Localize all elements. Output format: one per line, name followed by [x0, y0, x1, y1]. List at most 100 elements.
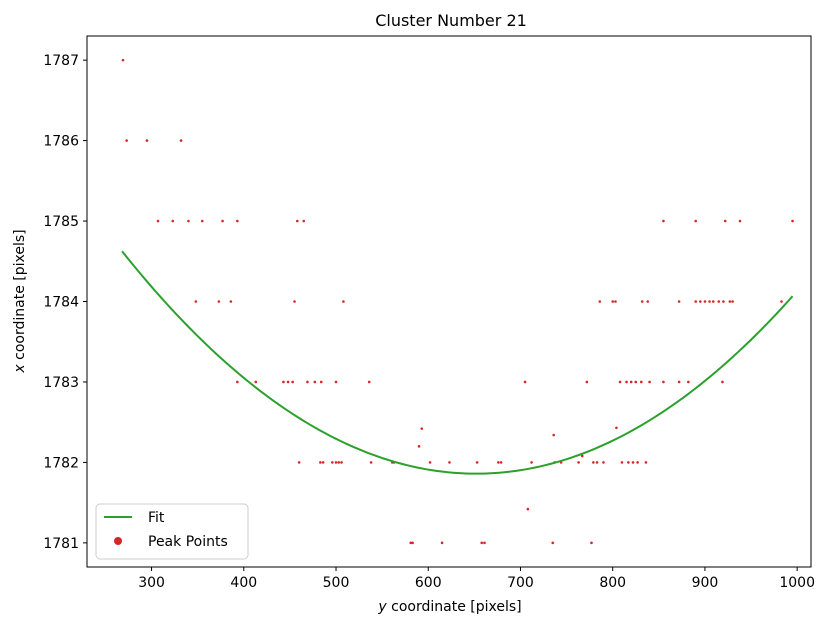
peak-point-98 [780, 300, 783, 303]
x-axis-label-var: y [377, 599, 387, 615]
peak-point-62 [602, 461, 605, 464]
y-tick-label-1784: 1784 [43, 295, 79, 311]
peak-point-1 [125, 139, 128, 142]
peak-point-47 [480, 541, 484, 545]
peak-point-18 [254, 380, 258, 384]
peak-point-23 [313, 380, 317, 384]
peak-point-0 [121, 58, 125, 62]
peak-point-74 [636, 461, 639, 464]
peak-point-61 [595, 461, 599, 464]
peak-point-76 [640, 300, 644, 303]
peak-point-95 [728, 300, 732, 303]
peak-point-78 [646, 300, 650, 303]
peak-point-63 [598, 300, 602, 303]
peak-point-8 [221, 219, 224, 223]
peak-point-22 [306, 380, 309, 384]
peak-point-81 [662, 380, 665, 384]
peak-point-75 [640, 380, 643, 384]
x-tick-label-700: 700 [507, 575, 534, 591]
peak-point-67 [618, 380, 622, 384]
peak-point-14 [229, 300, 233, 303]
peak-point-20 [286, 380, 290, 384]
peak-point-94 [723, 219, 727, 223]
peak-point-24 [319, 380, 323, 384]
peak-point-97 [738, 219, 742, 223]
peak-point-73 [634, 380, 638, 384]
x-tick-label-800: 800 [599, 575, 626, 591]
peak-point-13 [217, 300, 221, 303]
peak-point-12 [194, 300, 198, 303]
peak-point-69 [625, 380, 628, 384]
y-tick-label-1781: 1781 [43, 536, 79, 552]
peak-point-70 [627, 461, 630, 464]
peak-point-34 [369, 461, 373, 464]
peak-point-40 [448, 461, 451, 464]
peak-point-44 [409, 541, 413, 545]
peak-point-25 [334, 380, 338, 384]
peak-point-11 [302, 219, 306, 223]
peak-point-39 [428, 461, 432, 464]
chart-title: Cluster Number 21 [375, 11, 527, 30]
peak-point-68 [620, 461, 624, 464]
peak-point-3 [179, 139, 183, 142]
peak-point-9 [236, 219, 239, 223]
peak-point-91 [717, 300, 721, 303]
peak-point-30 [331, 461, 334, 464]
peak-point-16 [342, 300, 345, 303]
peak-point-79 [648, 380, 651, 384]
peak-point-52 [551, 541, 555, 545]
x-axis-ticks: 300 400 500 600 700 800 900 1000 [138, 567, 815, 591]
peak-point-50 [526, 507, 530, 511]
peak-point-57 [580, 454, 584, 458]
peak-point-80 [662, 219, 665, 223]
y-tick-label-1782: 1782 [43, 455, 79, 471]
peak-point-6 [187, 219, 190, 223]
peak-point-28 [319, 461, 322, 464]
peak-point-71 [629, 380, 633, 384]
peak-point-41 [475, 461, 479, 464]
y-tick-label-1783: 1783 [43, 375, 79, 391]
peak-point-48 [483, 541, 486, 545]
x-axis-label-text: coordinate [pixels] [387, 599, 522, 615]
peak-point-42 [497, 461, 500, 464]
plot-marks [121, 58, 794, 545]
peak-point-26 [367, 380, 371, 384]
x-axis-label: y coordinate [pixels] [377, 599, 521, 615]
peak-point-2 [145, 139, 149, 142]
y-tick-label-1785: 1785 [43, 214, 79, 230]
peak-point-83 [677, 380, 681, 384]
peak-point-10 [295, 219, 299, 223]
peak-point-84 [687, 380, 690, 384]
peak-point-58 [585, 380, 589, 384]
peak-point-89 [708, 300, 711, 303]
peak-point-19 [282, 380, 285, 384]
legend-peak-points-swatch [114, 537, 122, 545]
peak-point-33 [340, 461, 343, 464]
peak-point-32 [337, 461, 341, 464]
peak-point-77 [644, 461, 648, 464]
peak-point-31 [334, 461, 338, 464]
peak-point-56 [577, 461, 580, 464]
peak-point-43 [499, 461, 503, 464]
x-tick-label-500: 500 [323, 575, 350, 591]
legend-peak-points-label: Peak Points [148, 534, 228, 550]
peak-point-53 [552, 433, 555, 437]
peak-point-5 [171, 219, 175, 223]
fit-line [121, 250, 794, 475]
peak-point-60 [592, 461, 595, 464]
y-tick-label-1787: 1787 [43, 53, 79, 69]
x-tick-label-900: 900 [692, 575, 719, 591]
x-tick-label-600: 600 [415, 575, 442, 591]
peak-point-27 [297, 461, 301, 464]
y-axis-ticks: 1781 1782 1783 1784 1785 1786 1787 [43, 53, 87, 552]
peak-point-96 [731, 300, 734, 303]
peak-point-88 [703, 300, 707, 303]
peak-point-29 [321, 461, 325, 464]
legend: Fit Peak Points [95, 503, 249, 560]
peak-point-72 [631, 461, 635, 464]
peak-point-38 [420, 427, 424, 430]
y-axis-label-var: x [12, 364, 28, 374]
y-axis-label: x coordinate [pixels] [12, 229, 28, 373]
peak-point-86 [694, 300, 698, 303]
